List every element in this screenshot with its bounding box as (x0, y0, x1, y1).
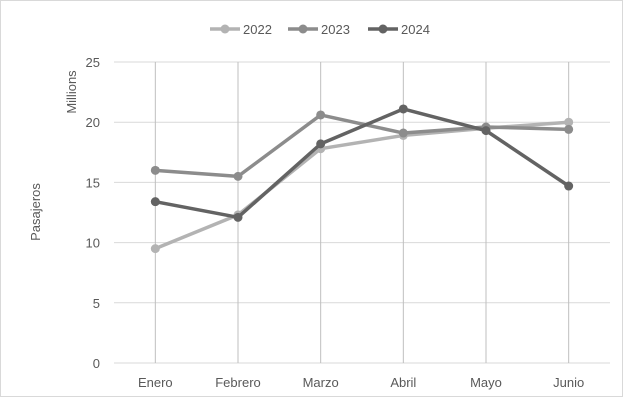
y-tick-label: 10 (86, 236, 100, 251)
x-axis-tick-labels: Enero Febrero Marzo Abril Mayo Junio (138, 375, 584, 390)
series-line-2024 (153, 107, 571, 220)
legend: 2022 2023 2024 (210, 22, 430, 37)
data-point-2023 (150, 165, 160, 175)
x-tick-label: Mayo (470, 375, 502, 390)
data-point-2024 (316, 139, 326, 149)
data-point-2022 (564, 117, 574, 127)
x-tick-label: Febrero (215, 375, 261, 390)
y-axis-title: Pasajeros (28, 183, 43, 241)
y-tick-label: 5 (93, 296, 100, 311)
data-point-2024 (233, 212, 243, 222)
legend-item-2024: 2024 (368, 22, 430, 37)
legend-label: 2024 (401, 22, 430, 37)
data-point-2023 (233, 171, 243, 181)
y-tick-label: 20 (86, 115, 100, 130)
x-tick-label: Abril (390, 375, 416, 390)
data-point-2024 (398, 104, 408, 114)
legend-item-2023: 2023 (288, 22, 350, 37)
series-2022 (150, 117, 574, 254)
x-tick-label: Enero (138, 375, 173, 390)
legend-item-2022: 2022 (210, 22, 272, 37)
legend-swatch-marker (220, 24, 230, 34)
data-point-2024 (481, 126, 491, 136)
gridlines (114, 61, 610, 364)
y-tick-label: 25 (86, 55, 100, 70)
data-point-2022 (150, 244, 160, 254)
series-layer (150, 104, 574, 254)
data-point-2023 (398, 128, 408, 138)
data-point-2023 (316, 110, 326, 120)
x-tick-label: Marzo (303, 375, 339, 390)
x-tick-label: Junio (553, 375, 584, 390)
legend-swatch-marker (378, 24, 388, 34)
legend-label: 2022 (243, 22, 272, 37)
series-line-2023 (153, 113, 571, 179)
y-tick-label: 0 (93, 356, 100, 371)
y-axis-tick-labels: 0 5 10 15 20 25 (86, 55, 100, 371)
y-tick-label: 15 (86, 175, 100, 190)
legend-swatch-marker (298, 24, 308, 34)
series-line-2022 (153, 120, 571, 251)
y-axis-unit-label: Millions (64, 70, 79, 114)
legend-label: 2023 (321, 22, 350, 37)
data-point-2023 (564, 124, 574, 134)
series-2024 (150, 104, 574, 222)
data-point-2024 (564, 181, 574, 191)
data-point-2024 (150, 197, 160, 207)
